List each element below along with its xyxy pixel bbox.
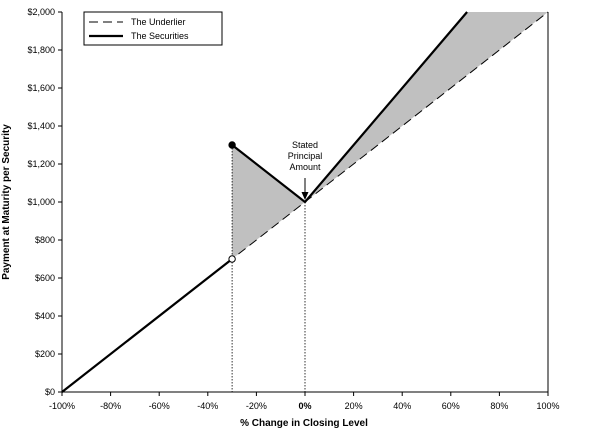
y-tick-label: $1,800: [27, 45, 55, 55]
x-tick-label: -60%: [149, 401, 170, 411]
x-tick-label: 0%: [298, 401, 311, 411]
annotation-text: Stated: [292, 140, 318, 150]
x-tick-label: 60%: [442, 401, 460, 411]
x-tick-label: 80%: [490, 401, 508, 411]
y-tick-label: $1,400: [27, 121, 55, 131]
legend-label-securities: The Securities: [131, 31, 189, 41]
x-tick-label: -100%: [49, 401, 75, 411]
x-tick-label: 40%: [393, 401, 411, 411]
y-axis-label: Payment at Maturity per Security: [1, 124, 12, 280]
x-tick-label: -80%: [100, 401, 121, 411]
y-tick-label: $1,600: [27, 83, 55, 93]
y-tick-label: $0: [45, 387, 55, 397]
x-axis-label: % Change in Closing Level: [240, 418, 368, 429]
x-tick-label: -40%: [197, 401, 218, 411]
y-tick-label: $600: [35, 273, 55, 283]
y-tick-label: $1,000: [27, 197, 55, 207]
legend: The Underlier The Securities: [83, 11, 223, 46]
annotation-text: Amount: [289, 162, 321, 172]
securities-line-segment: [231, 11, 468, 204]
filled-marker: [228, 141, 236, 149]
securities-line-segment: [61, 258, 233, 393]
axes: $0 $200 $400 $600 $800 $1,000 $1,200 $1,400 $1,6…: [27, 7, 559, 411]
y-tick-label: $2,000: [27, 7, 55, 17]
legend-label-underlier: The Underlier: [131, 17, 186, 27]
legend-box: [83, 11, 223, 46]
shaded-region-left: [232, 145, 305, 259]
annotation-arrow-head: [301, 192, 309, 200]
y-tick-label: $1,200: [27, 159, 55, 169]
annotation-text: Principal: [288, 151, 323, 161]
open-marker: [228, 255, 236, 263]
y-tick-label: $800: [35, 235, 55, 245]
y-tick-label: $200: [35, 349, 55, 359]
x-tick-label: 100%: [536, 401, 559, 411]
y-tick-label: $400: [35, 311, 55, 321]
x-tick-label: 20%: [345, 401, 363, 411]
x-tick-label: -20%: [246, 401, 267, 411]
series-lines: [61, 11, 549, 393]
